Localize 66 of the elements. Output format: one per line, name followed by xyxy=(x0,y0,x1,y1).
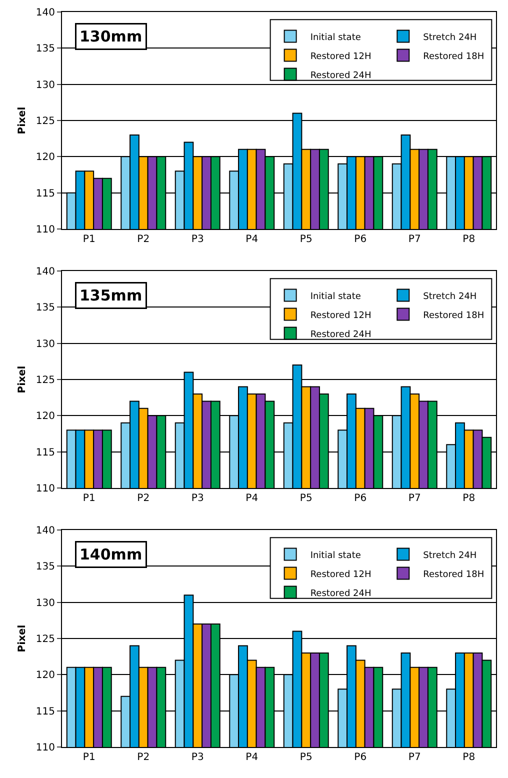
y-tick-label: 120 xyxy=(36,670,55,682)
x-tick-label: P1 xyxy=(82,234,96,245)
annotation: 135mm xyxy=(80,286,142,304)
y-tick-label: 140 xyxy=(36,266,55,278)
legend-label: Restored 12H xyxy=(310,52,372,62)
legend-label: Initial state xyxy=(310,32,362,43)
y-tick-label: 135 xyxy=(36,302,55,314)
x-tick-label: P8 xyxy=(462,234,476,245)
y-tick-label: 130 xyxy=(36,598,55,609)
legend-label: Restored 18H xyxy=(423,52,484,62)
y-tick-label: 140 xyxy=(36,8,55,18)
x-tick-label: P2 xyxy=(137,234,150,245)
x-tick-label: P3 xyxy=(191,752,204,763)
y-tick-label: 125 xyxy=(36,634,55,645)
x-tick-label: P2 xyxy=(137,752,150,763)
y-tick-label: 115 xyxy=(36,706,55,718)
x-tick-label: P4 xyxy=(246,752,258,763)
legend-label: Restored 24H xyxy=(310,70,372,81)
y-tick-label: 135 xyxy=(36,562,55,573)
x-tick-label: P6 xyxy=(354,493,367,504)
x-tick-label: P1 xyxy=(82,493,96,504)
y-axis-title: Pixel xyxy=(16,624,28,652)
y-tick-label: 125 xyxy=(36,375,55,386)
y-tick-label: 120 xyxy=(36,411,55,422)
x-tick-label: P7 xyxy=(408,493,421,504)
y-tick-label: 115 xyxy=(36,447,55,458)
x-tick-label: P3 xyxy=(191,234,204,245)
y-tick-label: 120 xyxy=(36,152,55,164)
legend-label: Restored 18H xyxy=(423,570,484,580)
legend-label: Stretch 24H xyxy=(423,550,477,561)
y-tick-label: 110 xyxy=(36,742,55,754)
x-tick-label: P2 xyxy=(137,493,150,504)
annotation: 140mm xyxy=(80,546,142,564)
y-tick-label: 125 xyxy=(36,116,55,127)
x-tick-label: P5 xyxy=(300,234,312,245)
legend-label: Restored 24H xyxy=(310,588,372,599)
x-tick-label: P8 xyxy=(462,493,476,504)
y-tick-label: 115 xyxy=(36,188,55,200)
legend-label: Restored 18H xyxy=(423,310,484,321)
legend-label: Stretch 24H xyxy=(423,32,477,43)
x-tick-label: P4 xyxy=(246,234,258,245)
x-tick-label: P6 xyxy=(354,234,367,245)
annotation: 130mm xyxy=(80,28,142,46)
x-tick-label: P1 xyxy=(82,752,96,763)
y-tick-label: 135 xyxy=(36,44,55,55)
legend-label: Stretch 24H xyxy=(423,292,477,302)
x-tick-label: P7 xyxy=(408,234,421,245)
y-axis-title: Pixel xyxy=(16,106,28,134)
legend-label: Initial state xyxy=(310,550,362,561)
legend-label: Restored 12H xyxy=(310,570,372,580)
y-tick-label: 110 xyxy=(36,484,55,494)
x-tick-label: P3 xyxy=(191,493,204,504)
x-tick-label: P7 xyxy=(408,752,421,763)
x-tick-label: P5 xyxy=(300,493,312,504)
y-tick-label: 130 xyxy=(36,80,55,91)
y-tick-label: 130 xyxy=(36,338,55,350)
x-tick-label: P5 xyxy=(300,752,312,763)
legend-label: Restored 12H xyxy=(310,310,372,321)
x-tick-label: P4 xyxy=(246,493,258,504)
legend-label: Initial state xyxy=(310,292,362,302)
y-axis-title: Pixel xyxy=(16,366,28,394)
legend-label: Restored 24H xyxy=(310,330,372,340)
x-tick-label: P6 xyxy=(354,752,367,763)
y-tick-label: 110 xyxy=(36,224,55,236)
y-tick-label: 140 xyxy=(36,526,55,536)
x-tick-label: P8 xyxy=(462,752,476,763)
